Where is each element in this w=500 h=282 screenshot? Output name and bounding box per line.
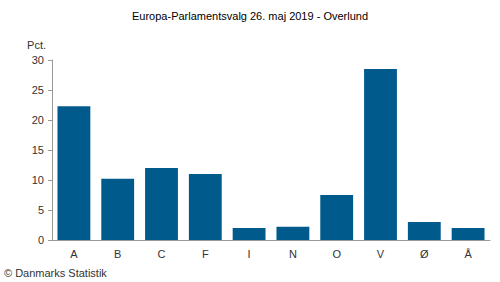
svg-text:5: 5 xyxy=(38,204,44,216)
svg-text:N: N xyxy=(289,248,297,260)
svg-text:B: B xyxy=(114,248,121,260)
svg-text:V: V xyxy=(377,248,385,260)
svg-text:Ø: Ø xyxy=(420,248,429,260)
svg-text:10: 10 xyxy=(32,174,44,186)
svg-text:0: 0 xyxy=(38,234,44,246)
svg-text:C: C xyxy=(158,248,166,260)
svg-text:15: 15 xyxy=(32,144,44,156)
svg-text:O: O xyxy=(332,248,341,260)
svg-text:20: 20 xyxy=(32,114,44,126)
svg-text:Europa-Parlamentsvalg 26. maj: Europa-Parlamentsvalg 26. maj 2019 - Ove… xyxy=(132,10,368,22)
svg-text:Pct.: Pct. xyxy=(27,39,46,51)
svg-text:Å: Å xyxy=(464,248,472,260)
svg-text:© Danmarks Statistik: © Danmarks Statistik xyxy=(4,267,107,279)
svg-text:A: A xyxy=(70,248,78,260)
svg-text:30: 30 xyxy=(32,54,44,66)
svg-text:I: I xyxy=(248,248,251,260)
svg-text:25: 25 xyxy=(32,84,44,96)
svg-text:F: F xyxy=(202,248,209,260)
